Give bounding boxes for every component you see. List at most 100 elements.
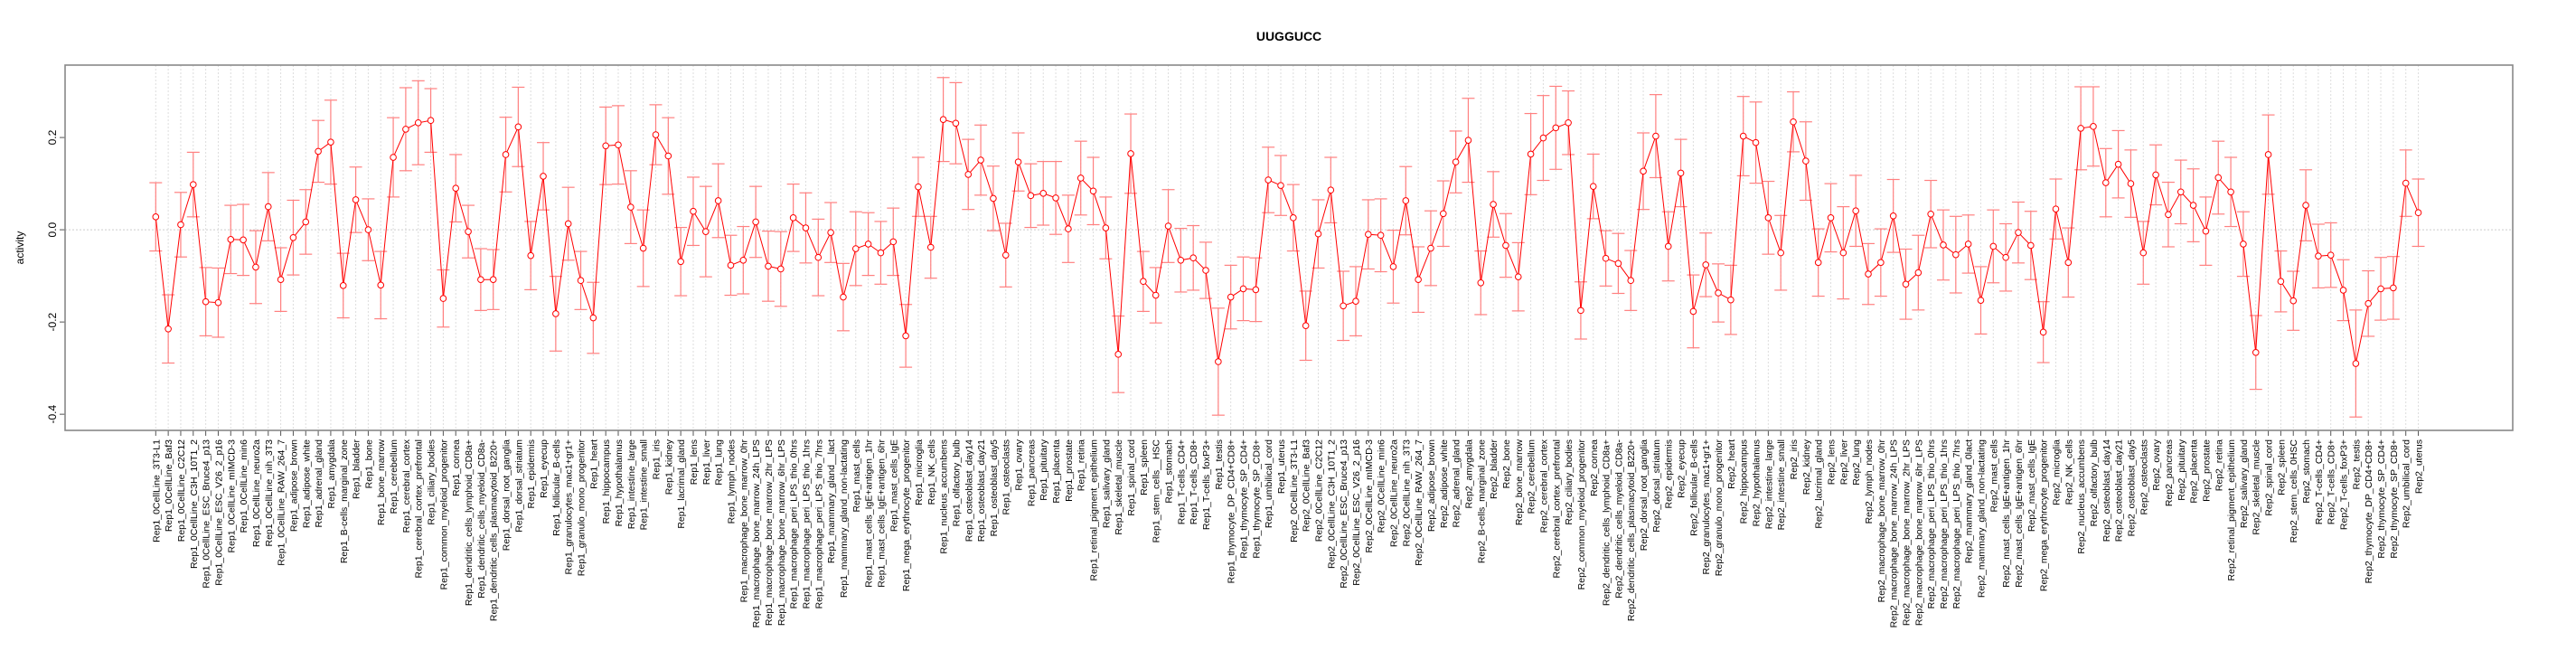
x-tick-label: Rep2_lymph_nodes (1864, 439, 1875, 524)
data-point (1152, 291, 1160, 299)
data-point (302, 218, 310, 226)
data-point (1089, 187, 1097, 195)
data-point (2364, 299, 2373, 307)
x-tick-label: Rep2_0CellLine_C3H_10T1_2 (1326, 439, 1337, 569)
x-tick-label: Rep1_0CellLine_Baf3 (164, 439, 174, 532)
x-tick-label: Rep1_skeletal_muscle (1114, 439, 1124, 535)
data-point (777, 265, 785, 273)
x-tick-label: Rep2_T-cells_CD4+ (2314, 439, 2325, 524)
x-tick-label: Rep1_intestine_small (639, 439, 650, 530)
data-point (1814, 259, 1822, 267)
x-tick-label: Rep2_hypothalamus (1752, 439, 1763, 526)
x-tick-label: Rep1_follicular_B-cells (551, 439, 562, 536)
x-tick-label: Rep1_dendritic_cells_lymphoid_CD8a+ (464, 439, 475, 606)
x-tick-label: Rep1_dorsal_striatum (513, 439, 524, 533)
x-tick-label: Rep2_bone_marrow (1514, 439, 1525, 526)
data-point (2039, 328, 2047, 336)
data-point (2015, 229, 2022, 236)
data-point (1514, 273, 1522, 280)
x-tick-label: Rep2_salivary_gland (2239, 439, 2250, 528)
data-point (1402, 197, 1410, 204)
data-point (1327, 186, 1335, 194)
x-tick-label: Rep2_eyecup (1677, 439, 1688, 498)
x-tick-label: Rep2_0CellLine_Baf3 (1302, 439, 1312, 532)
data-point (1614, 259, 1622, 268)
data-point (2101, 179, 2110, 186)
x-tick-label: Rep1_adipose_white (301, 439, 312, 528)
x-tick-label: Rep2_0CellLine_mIMCD-3 (1364, 439, 1375, 553)
x-tick-label: Rep1_iris (652, 439, 663, 479)
data-point (1001, 251, 1010, 259)
data-series (152, 116, 2422, 367)
data-point (1277, 182, 1284, 189)
x-tick-label: Rep1_salivary_gland (1101, 439, 1112, 528)
data-point (489, 276, 497, 283)
x-tick-label: Rep1_mega_erythrocyte_progenitor (901, 439, 912, 592)
x-tick-label: Rep1_pituitary (1039, 439, 1049, 500)
data-point (1290, 214, 1297, 222)
data-point (2352, 360, 2360, 367)
x-tick-label: Rep1_uterus (1276, 439, 1287, 494)
x-tick-label: Rep2_umbilical_cord (2402, 439, 2412, 528)
x-tick-label: Rep1_mast_cells_IgE (888, 439, 899, 532)
x-tick-label: Rep1_osteoblast_day21 (976, 439, 987, 542)
data-point (752, 218, 759, 226)
x-tick-label: Rep1_T-cells_foxP3+ (1201, 439, 1212, 530)
x-tick-label: Rep2_thymocyte_DP_CD4+CD8+ (2364, 439, 2374, 583)
plot-frame (64, 64, 2514, 431)
x-tick-label: Rep1_liver (701, 439, 712, 486)
data-point (615, 141, 622, 149)
data-point (926, 243, 935, 251)
data-point (1439, 210, 1447, 218)
x-tick-label: Rep2_retinal_pigment_epithelium (2226, 439, 2237, 581)
data-point (639, 244, 647, 252)
x-axis: Rep1_0CellLine_3T3-L1 Rep1_0CellLine_Baf3… (151, 430, 2425, 627)
x-tick-label: Rep2_thymocyte_SP_CD8+ (2389, 439, 2400, 559)
y-tick-label: -0.2 (46, 312, 59, 331)
data-point (2114, 160, 2122, 168)
data-point (1852, 207, 1859, 214)
data-point (315, 147, 322, 156)
data-point (377, 281, 385, 289)
series-line (155, 118, 2419, 364)
x-tick-label: Rep2_pancreas (2164, 439, 2175, 506)
x-tick-label: Rep2_kidney (1801, 439, 1812, 495)
x-tick-label: Rep2_T-cells_CD8+ (2327, 439, 2337, 524)
x-tick-label: Rep1_hypothalamus (614, 439, 625, 526)
x-tick-label: Rep1_stem_cells__HSC (1152, 439, 1162, 543)
x-tick-label: Rep1_macrophage_bone_marrow_24h_LPS (751, 439, 762, 627)
data-point (1052, 194, 1059, 202)
x-tick-label: Rep1_hippocampus (601, 439, 612, 524)
x-tick-label: Rep2_dendritic_cells_lymphoid_CD8a+ (1602, 439, 1612, 606)
x-tick-label: Rep2_amygdala (1463, 439, 1474, 509)
x-tick-label: Rep1_common_myeloid_progenitor (438, 439, 449, 590)
data-point (577, 277, 585, 285)
data-point (1652, 132, 1659, 140)
x-tick-label: Rep2_bladder (1489, 439, 1500, 498)
x-tick-label: Rep1_microglia (914, 439, 925, 505)
data-point (1927, 210, 1934, 218)
x-tick-label: Rep1_T-cells_CD8+ (1189, 439, 1199, 524)
x-tick-label: Rep2_testis (2351, 439, 2362, 489)
data-point (1189, 254, 1197, 262)
data-point (1964, 241, 1972, 248)
data-point (1664, 242, 1672, 250)
data-point (1752, 138, 1760, 146)
x-tick-label: Rep1_osteoblast_day5 (989, 439, 1000, 537)
x-tick-label: Rep1_macrophage_peri_LPS_thio_1hrs (801, 439, 812, 609)
data-point (2277, 278, 2285, 286)
x-tick-label: Rep1_granulo_mono_progenitor (577, 439, 588, 577)
y-axis-label: activity (14, 231, 26, 265)
data-point (552, 310, 559, 317)
data-point (540, 173, 547, 180)
data-point (1865, 270, 1872, 278)
x-tick-label: Rep2_mammary_gland_non-lactating (1976, 439, 1987, 598)
x-tick-label: Rep1_macrophage_peri_LPS_thio_7hrs (813, 439, 824, 609)
data-point (1215, 358, 1222, 365)
data-point (477, 276, 484, 283)
x-tick-label: Rep1_granulocytes_mac1+gr1+ (564, 439, 575, 574)
x-tick-label: Rep2_macrophage_bone_marrow_24h_LPS (1889, 439, 1900, 627)
data-point (1802, 157, 1810, 165)
y-tick-label: 0.2 (46, 129, 59, 145)
x-tick-label: Rep2_mast_cells (1988, 439, 1999, 513)
